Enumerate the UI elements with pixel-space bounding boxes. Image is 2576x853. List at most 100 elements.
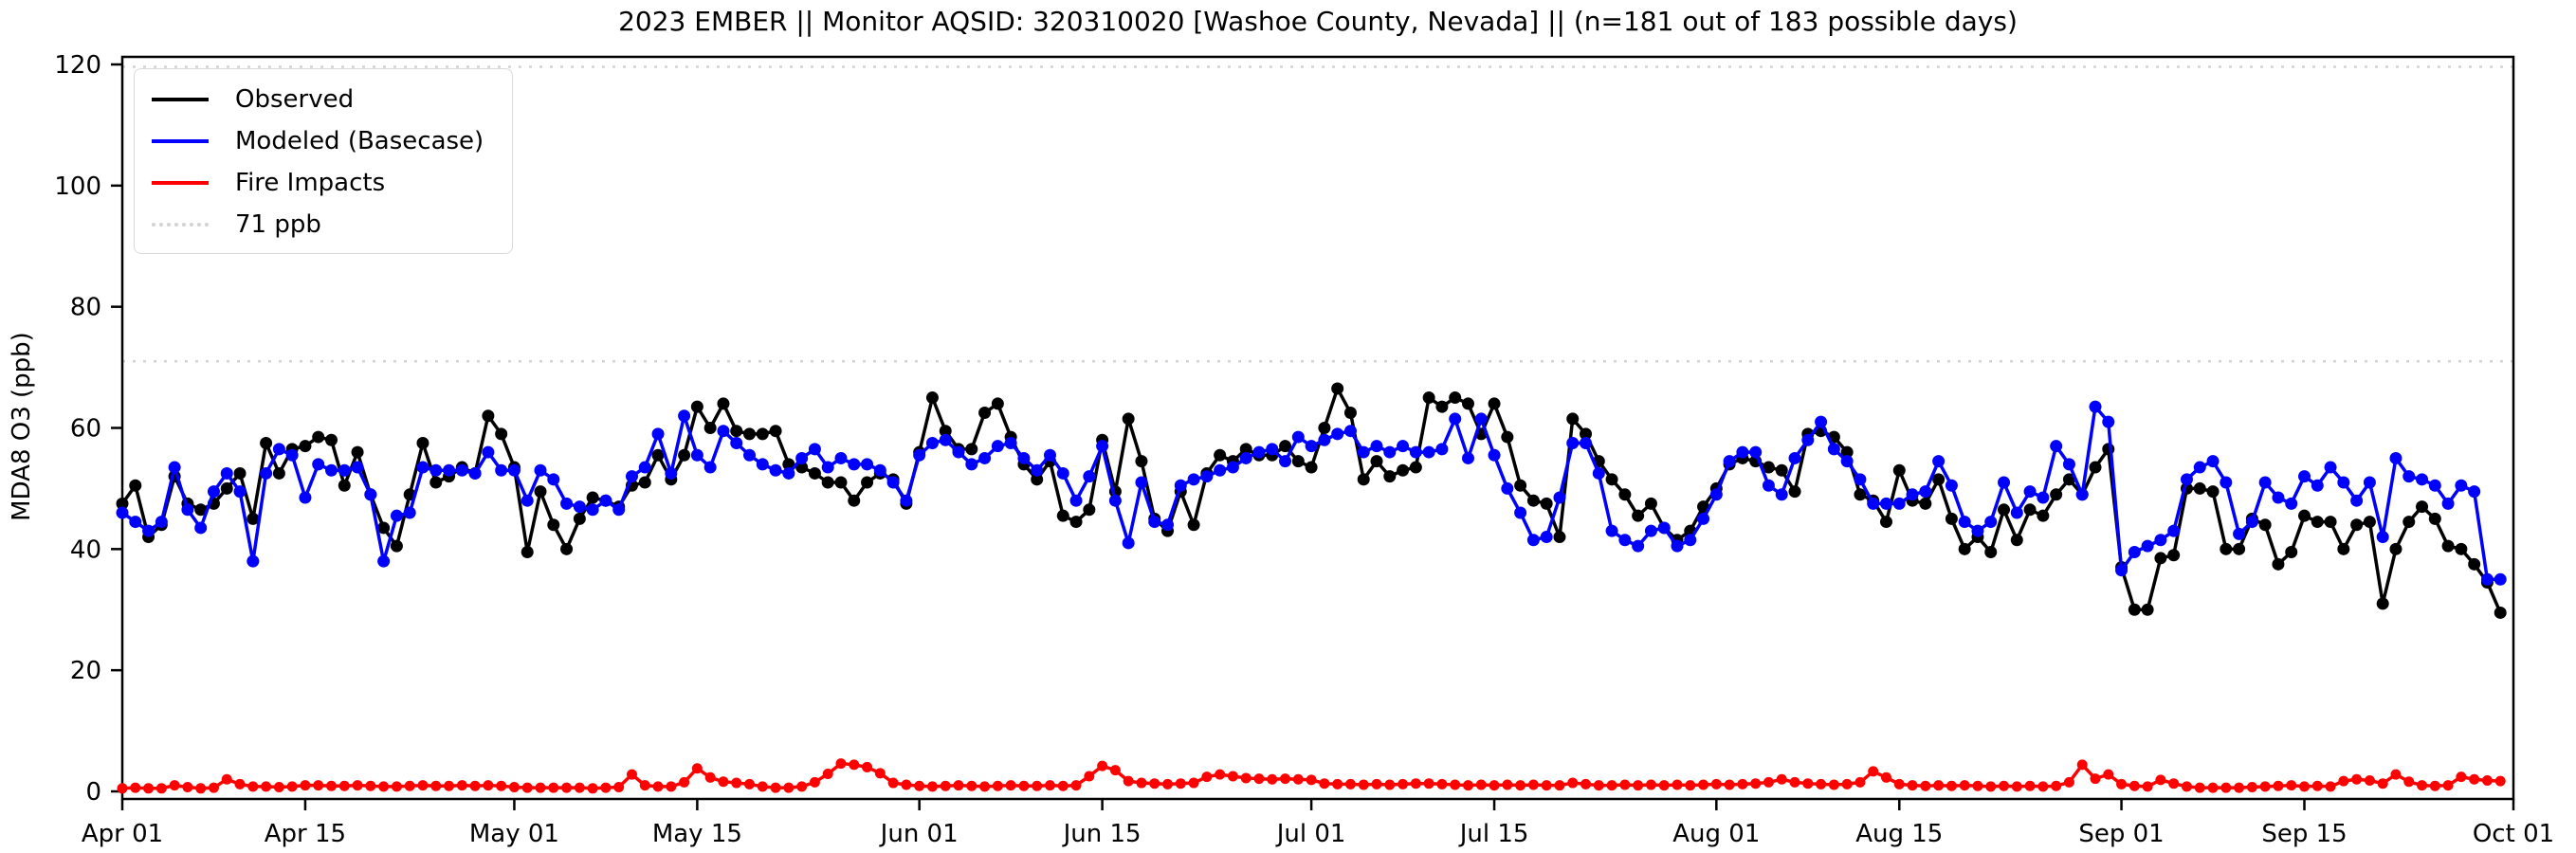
modeled-basecase-point bbox=[939, 433, 952, 446]
fire-impacts-point bbox=[143, 783, 155, 794]
modeled-basecase-point bbox=[2494, 572, 2507, 586]
fire-impacts-point bbox=[1737, 778, 1748, 789]
fire-impacts-point bbox=[2377, 778, 2388, 789]
fire-impacts-point bbox=[1920, 780, 1931, 791]
fire-impacts-point bbox=[155, 783, 167, 794]
observed-point bbox=[377, 521, 391, 535]
modeled-basecase-point bbox=[1723, 455, 1736, 468]
modeled-basecase-point bbox=[2075, 488, 2089, 501]
fire-impacts-point bbox=[535, 782, 546, 793]
fire-impacts-point bbox=[2103, 769, 2114, 780]
observed-line bbox=[120, 387, 2502, 614]
fire-impacts-point bbox=[1123, 775, 1134, 787]
modeled-basecase-point bbox=[730, 436, 743, 449]
fire-impacts-point bbox=[1384, 779, 1396, 790]
observed-point bbox=[547, 518, 560, 532]
fire-impacts-point bbox=[1436, 778, 1448, 789]
modeled-basecase-point bbox=[1449, 412, 1462, 426]
modeled-basecase-point bbox=[678, 409, 691, 423]
modeled-basecase-point bbox=[586, 503, 599, 517]
legend-swatch bbox=[152, 98, 209, 101]
observed-point bbox=[834, 476, 848, 489]
modeled-basecase-point bbox=[1906, 488, 1919, 501]
observed-point bbox=[2062, 473, 2075, 486]
observed-point bbox=[2468, 557, 2481, 571]
modeled-basecase-point bbox=[364, 488, 377, 501]
fire-impacts-point bbox=[1776, 773, 1787, 785]
observed-point bbox=[2010, 534, 2023, 547]
fire-impacts-point bbox=[1763, 776, 1774, 788]
observed-point bbox=[2297, 509, 2311, 522]
fire-impacts-point bbox=[1816, 778, 1827, 789]
observed-point bbox=[1370, 455, 1383, 468]
modeled-basecase-point bbox=[2441, 497, 2455, 510]
observed-point bbox=[299, 440, 312, 453]
observed-point bbox=[2167, 549, 2181, 562]
modeled-basecase-point bbox=[155, 516, 168, 529]
fire-impacts-point bbox=[221, 773, 232, 785]
fire-impacts-point bbox=[796, 781, 808, 792]
observed-point bbox=[1553, 531, 1566, 544]
observed-point bbox=[2285, 546, 2298, 559]
modeled-basecase-point bbox=[299, 491, 312, 504]
modeled-basecase-point bbox=[925, 436, 939, 449]
observed-point bbox=[756, 427, 769, 441]
modeled-basecase-point bbox=[821, 461, 834, 474]
fire-impacts-point bbox=[548, 782, 559, 793]
modeled-basecase-point bbox=[443, 463, 456, 477]
observed-point bbox=[2350, 518, 2364, 532]
modeled-basecase-point bbox=[1357, 445, 1370, 459]
fire-impacts-point bbox=[2234, 782, 2245, 793]
observed-point bbox=[416, 436, 429, 449]
legend-label: 71 ppb bbox=[235, 210, 321, 239]
observed-point bbox=[1083, 503, 1096, 517]
fire-impacts-point bbox=[195, 783, 207, 794]
modeled-basecase-point bbox=[2245, 516, 2258, 529]
modeled-basecase-point bbox=[194, 521, 208, 535]
modeled-basecase-point bbox=[390, 509, 403, 522]
observed-point bbox=[1069, 516, 1083, 529]
observed-point bbox=[1501, 430, 1514, 444]
modeled-basecase-point bbox=[1331, 427, 1344, 441]
fire-impacts-point bbox=[2351, 773, 2363, 785]
fire-impacts-point bbox=[718, 776, 729, 788]
fire-impacts-point bbox=[326, 780, 338, 791]
fire-impacts-point bbox=[1789, 776, 1800, 788]
observed-point bbox=[1919, 497, 1932, 510]
fire-impacts-point bbox=[2168, 778, 2180, 789]
modeled-basecase-point bbox=[1840, 455, 1854, 468]
modeled-basecase-point bbox=[2089, 400, 2102, 413]
modeled-basecase-point bbox=[1148, 516, 1161, 529]
modeled-basecase-point bbox=[429, 463, 443, 477]
modeled-basecase-point bbox=[1540, 531, 1553, 544]
modeled-basecase-point bbox=[1161, 518, 1175, 532]
modeled-basecase-point bbox=[1815, 415, 1828, 428]
legend-swatch bbox=[152, 181, 209, 185]
fire-impacts-point bbox=[169, 780, 180, 791]
legend-label: Modeled (Basecase) bbox=[235, 127, 484, 155]
fire-impacts-point bbox=[953, 780, 964, 791]
fire-impacts-point bbox=[940, 780, 951, 791]
fire-impacts-point bbox=[1554, 780, 1565, 791]
observed-point bbox=[1187, 518, 1200, 532]
fire-impacts-point bbox=[704, 771, 716, 783]
modeled-basecase-point bbox=[1422, 445, 1435, 459]
fire-impacts-point bbox=[1893, 778, 1905, 789]
fire-impacts-point bbox=[1750, 778, 1762, 789]
modeled-basecase-point bbox=[2258, 476, 2272, 489]
fire-impacts-point bbox=[666, 781, 677, 792]
fire-impacts-point bbox=[1868, 766, 1879, 777]
fire-impacts-point bbox=[1410, 778, 1421, 789]
fire-impacts-point bbox=[1515, 780, 1526, 791]
modeled-basecase-point bbox=[507, 463, 521, 477]
modeled-basecase-point bbox=[129, 516, 142, 529]
observed-point bbox=[1540, 497, 1553, 510]
modeled-basecase-point bbox=[834, 451, 848, 464]
x-tick-label: Jun 15 bbox=[1062, 820, 1142, 848]
observed-point bbox=[1279, 440, 1292, 453]
modeled-basecase-point bbox=[207, 485, 220, 499]
modeled-basecase-point bbox=[495, 463, 508, 477]
modeled-basecase-point bbox=[2389, 451, 2402, 464]
observed-point bbox=[2193, 481, 2206, 495]
